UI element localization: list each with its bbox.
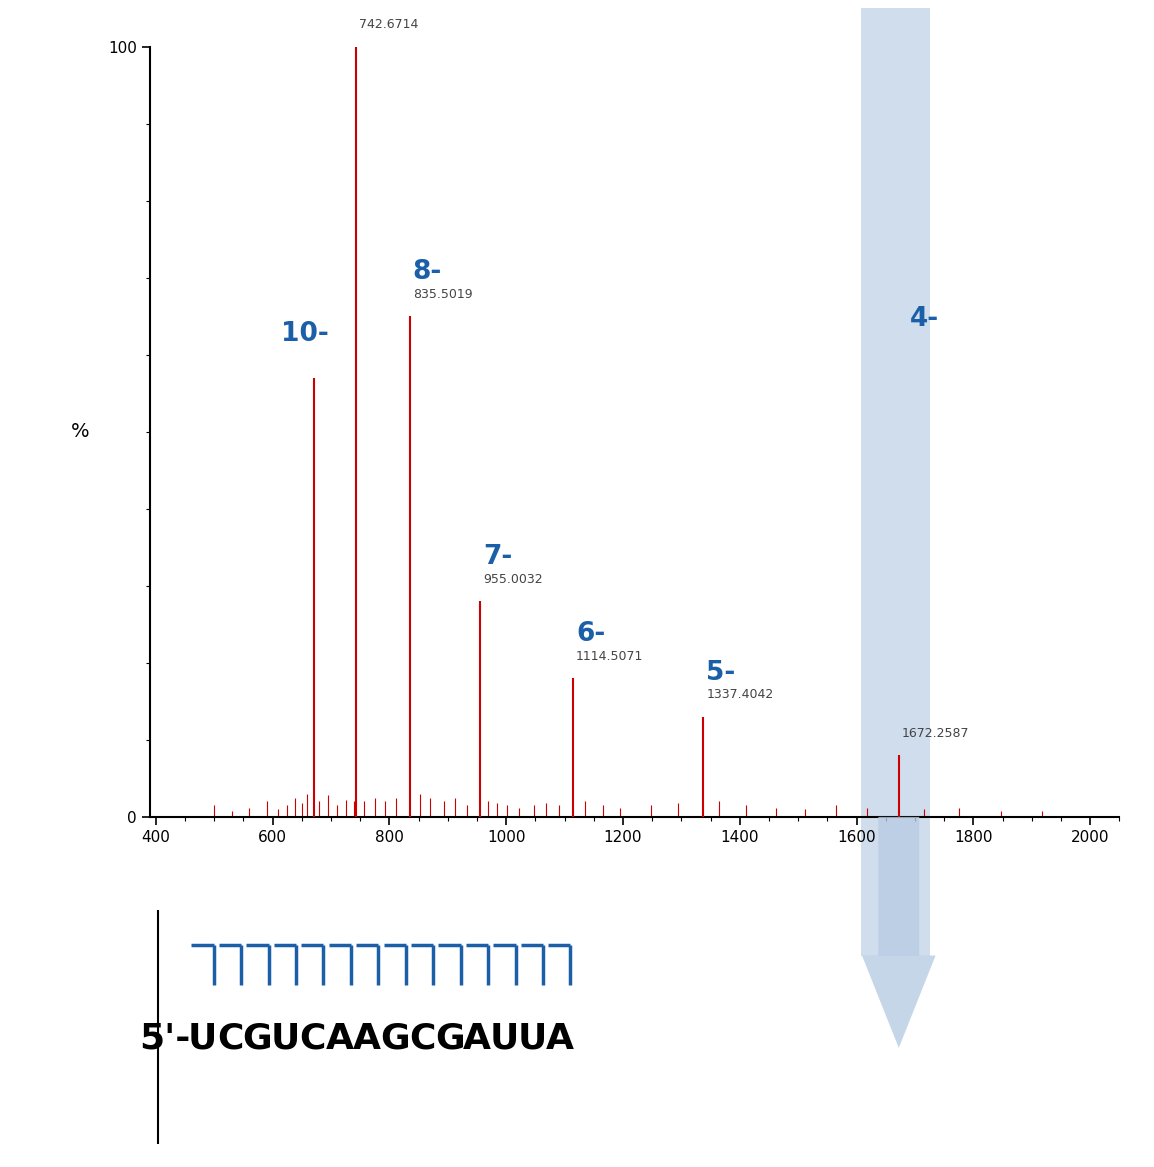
Text: G: G: [435, 1021, 464, 1056]
Y-axis label: %: %: [70, 422, 90, 441]
Text: 1337.4042: 1337.4042: [706, 689, 773, 701]
Text: U: U: [270, 1021, 300, 1056]
Text: A: A: [463, 1021, 492, 1056]
Text: 742.6714: 742.6714: [359, 19, 418, 32]
Text: 1672.2587: 1672.2587: [901, 727, 969, 740]
Text: A: A: [325, 1021, 354, 1056]
Text: 4-: 4-: [911, 306, 939, 331]
Bar: [861, 817, 930, 956]
Bar: [861, 8, 930, 47]
Text: 835.5019: 835.5019: [413, 288, 473, 301]
Text: C: C: [299, 1021, 325, 1056]
Text: C: C: [409, 1021, 435, 1056]
Polygon shape: [862, 817, 936, 1048]
Text: 8-: 8-: [413, 259, 442, 286]
Text: C: C: [217, 1021, 243, 1056]
Text: 1114.5071: 1114.5071: [576, 650, 644, 663]
Text: U: U: [489, 1021, 519, 1056]
Bar: [861, 47, 930, 817]
Text: 7-: 7-: [482, 545, 512, 571]
Text: 6-: 6-: [576, 622, 606, 648]
Text: U: U: [517, 1021, 547, 1056]
Text: G: G: [380, 1021, 410, 1056]
Text: 10-: 10-: [282, 321, 329, 347]
Text: A: A: [353, 1021, 381, 1056]
Text: 5-: 5-: [706, 661, 735, 686]
Text: A: A: [546, 1021, 574, 1056]
Text: G: G: [242, 1021, 272, 1056]
Text: 5'-: 5'-: [140, 1021, 190, 1056]
Text: 955.0032: 955.0032: [482, 573, 542, 586]
Text: U: U: [188, 1021, 217, 1056]
